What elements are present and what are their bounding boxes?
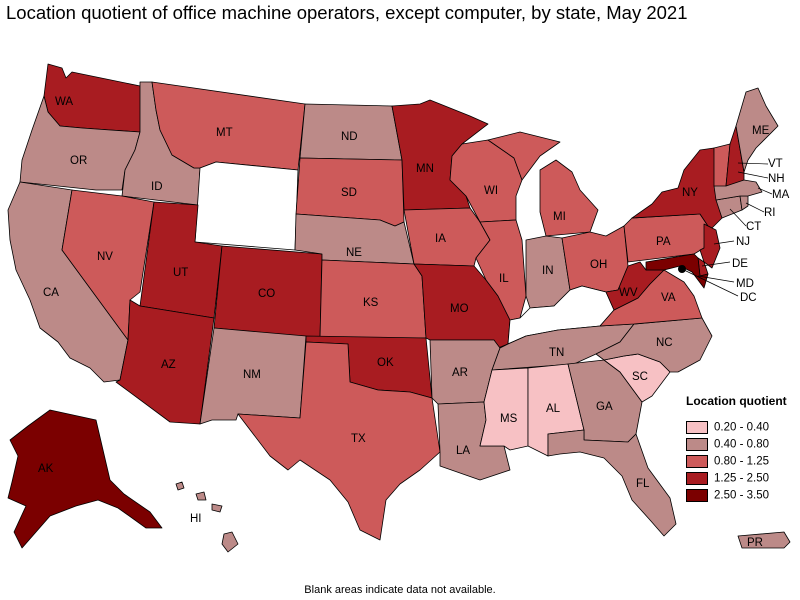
label-pa: PA (656, 236, 671, 248)
state-mi[interactable] (487, 131, 599, 237)
label-ms: MS (500, 413, 518, 425)
dc-marker[interactable] (678, 265, 686, 273)
label-de: DE (732, 258, 748, 270)
label-co: CO (258, 288, 275, 300)
label-ut: UT (173, 267, 188, 279)
label-ga: GA (596, 401, 613, 413)
label-nm: NM (243, 369, 261, 381)
state-wy[interactable] (194, 161, 299, 251)
label-md: MD (736, 278, 754, 290)
state-pr[interactable] (737, 531, 791, 549)
legend-swatch (686, 489, 708, 502)
legend-item: 1.25 - 2.50 (686, 472, 769, 486)
label-ia: IA (435, 233, 446, 245)
label-oh: OH (590, 259, 607, 271)
label-me: ME (752, 125, 770, 137)
label-ar: AR (452, 367, 468, 379)
label-ks: KS (363, 297, 379, 309)
label-ct: CT (746, 221, 761, 233)
label-mi: MI (553, 211, 566, 223)
state-mt[interactable] (151, 81, 306, 171)
legend-label: 0.20 - 0.40 (714, 421, 769, 434)
state-wi[interactable] (449, 139, 523, 223)
label-nj: NJ (736, 236, 750, 248)
label-ca: CA (43, 287, 59, 299)
label-al: AL (546, 403, 561, 415)
label-il: IL (499, 273, 509, 285)
state-fl[interactable] (547, 429, 677, 537)
legend-label: 1.25 - 2.50 (714, 472, 769, 485)
label-sc: SC (632, 371, 648, 383)
label-ak: AK (38, 463, 54, 475)
label-ma: MA (772, 189, 790, 201)
label-pr: PR (747, 537, 763, 549)
label-ri: RI (764, 207, 776, 219)
label-la: LA (456, 445, 470, 457)
label-mn: MN (416, 163, 434, 175)
label-ok: OK (377, 357, 394, 369)
legend-item: 0.20 - 0.40 (686, 421, 769, 435)
leader-lines (683, 162, 773, 297)
label-az: AZ (161, 359, 176, 371)
label-in: IN (542, 265, 554, 277)
label-va: VA (661, 292, 676, 304)
legend-item: 2.50 - 3.50 (686, 489, 769, 503)
map-title: Location quotient of office machine oper… (6, 2, 688, 23)
state-mo[interactable] (413, 263, 511, 349)
state-ak[interactable] (7, 409, 163, 549)
label-fl: FL (636, 478, 650, 490)
label-wi: WI (484, 185, 498, 197)
label-vt: VT (768, 158, 783, 170)
label-nc: NC (656, 337, 673, 349)
state-nh[interactable] (725, 125, 745, 187)
footnote: Blank areas indicate data not available. (304, 584, 496, 596)
label-wv: WV (619, 287, 638, 299)
legend-label: 0.40 - 0.80 (714, 438, 769, 451)
label-nh: NH (768, 173, 785, 185)
state-tx[interactable] (237, 341, 441, 541)
label-or: OR (70, 155, 87, 167)
label-id: ID (151, 181, 163, 193)
legend-label: 0.80 - 1.25 (714, 455, 769, 468)
legend-item: 0.40 - 0.80 (686, 438, 769, 452)
legend-item: 0.80 - 1.25 (686, 455, 769, 469)
label-mt: MT (216, 127, 233, 139)
label-hi: HI (190, 513, 202, 525)
label-tx: TX (351, 433, 366, 445)
label-nd: ND (341, 131, 358, 143)
state-me[interactable] (735, 87, 779, 173)
label-nv: NV (97, 251, 113, 263)
state-az[interactable] (115, 299, 215, 425)
state-hi[interactable] (175, 481, 239, 553)
state-nv[interactable] (61, 189, 155, 341)
label-wa: WA (55, 96, 73, 108)
legend-swatch (686, 438, 708, 451)
legend-swatch (686, 455, 708, 468)
legend-title: Location quotient (686, 394, 787, 408)
label-ne: NE (346, 247, 362, 259)
state-labels: WA OR CA ID NV MT UT AZ CO NM ND SD NE K… (38, 96, 790, 549)
label-tn: TN (549, 347, 564, 359)
label-ny: NY (682, 187, 698, 199)
label-sd: SD (341, 187, 357, 199)
label-mo: MO (450, 303, 469, 315)
legend-swatch (686, 472, 708, 485)
state-md[interactable] (645, 253, 709, 289)
label-dc: DC (740, 292, 757, 304)
legend-label: 2.50 - 3.50 (714, 489, 769, 502)
legend-swatch (686, 421, 708, 434)
